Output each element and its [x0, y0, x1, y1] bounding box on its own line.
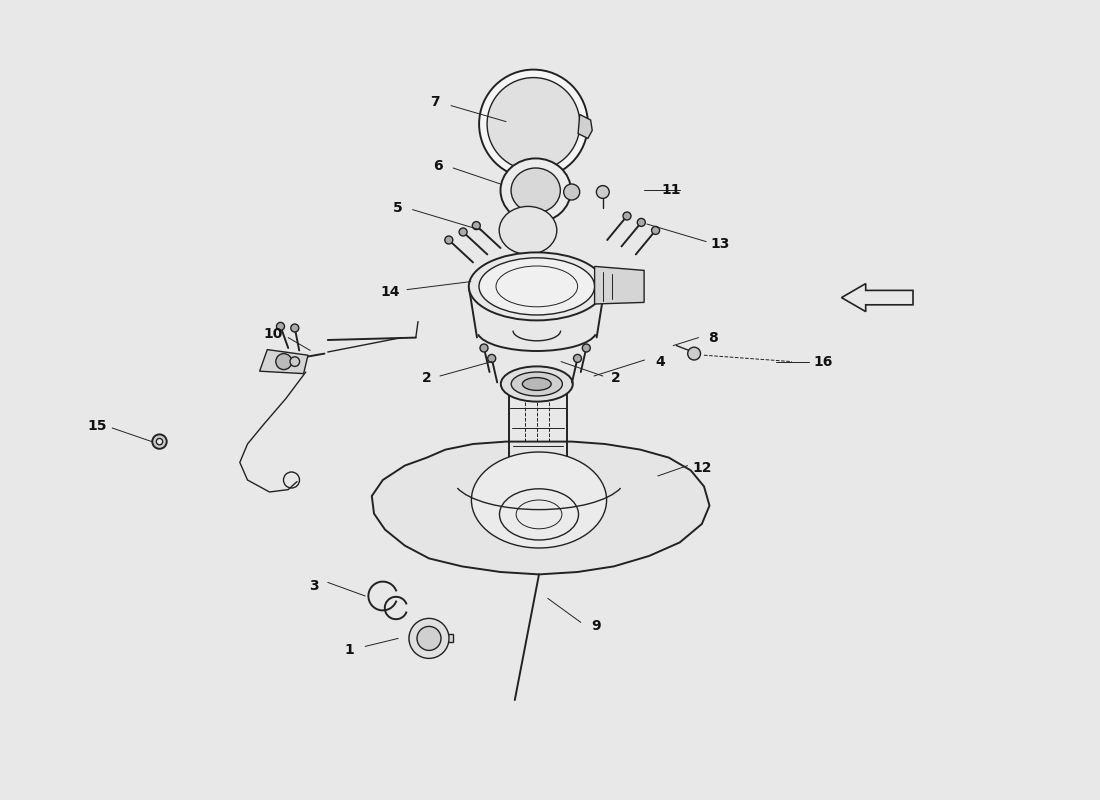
Text: 2: 2: [422, 370, 431, 385]
Ellipse shape: [500, 158, 571, 222]
Ellipse shape: [499, 206, 557, 254]
Ellipse shape: [152, 434, 167, 449]
Text: 3: 3: [309, 578, 318, 593]
Text: 1: 1: [345, 642, 354, 657]
Text: 5: 5: [394, 201, 403, 215]
Ellipse shape: [500, 366, 573, 402]
Ellipse shape: [459, 228, 468, 236]
Ellipse shape: [417, 626, 441, 650]
Ellipse shape: [688, 347, 701, 360]
Ellipse shape: [563, 184, 580, 200]
Ellipse shape: [276, 322, 285, 330]
Ellipse shape: [472, 452, 606, 548]
Ellipse shape: [487, 78, 580, 170]
Text: 8: 8: [708, 330, 717, 345]
Text: 14: 14: [381, 285, 400, 299]
Text: 6: 6: [433, 158, 442, 173]
Text: 4: 4: [656, 354, 664, 369]
Ellipse shape: [582, 344, 591, 352]
Text: 2: 2: [612, 370, 620, 385]
Ellipse shape: [480, 70, 587, 178]
Polygon shape: [409, 634, 453, 642]
Polygon shape: [260, 350, 308, 374]
Ellipse shape: [276, 354, 292, 370]
Text: 15: 15: [87, 418, 107, 433]
Ellipse shape: [651, 226, 660, 234]
Polygon shape: [595, 266, 645, 304]
FancyArrow shape: [842, 284, 913, 311]
Ellipse shape: [478, 258, 595, 315]
Ellipse shape: [480, 344, 488, 352]
Text: 13: 13: [711, 237, 730, 251]
Ellipse shape: [472, 222, 481, 230]
Text: 9: 9: [592, 618, 601, 633]
Ellipse shape: [522, 378, 551, 390]
Polygon shape: [372, 442, 710, 574]
Ellipse shape: [290, 357, 299, 366]
Ellipse shape: [444, 236, 453, 244]
Ellipse shape: [596, 186, 609, 198]
Ellipse shape: [512, 372, 562, 396]
Text: 7: 7: [430, 95, 439, 110]
Polygon shape: [579, 114, 592, 138]
Text: 11: 11: [661, 183, 681, 198]
Ellipse shape: [487, 354, 496, 362]
Ellipse shape: [637, 218, 646, 226]
Ellipse shape: [290, 324, 299, 332]
Ellipse shape: [409, 618, 449, 658]
Ellipse shape: [512, 168, 560, 213]
Ellipse shape: [156, 438, 163, 445]
Ellipse shape: [469, 253, 605, 321]
Text: 16: 16: [813, 354, 833, 369]
Text: 12: 12: [692, 461, 712, 475]
Ellipse shape: [573, 354, 582, 362]
Ellipse shape: [623, 212, 631, 220]
Text: 10: 10: [263, 327, 283, 342]
